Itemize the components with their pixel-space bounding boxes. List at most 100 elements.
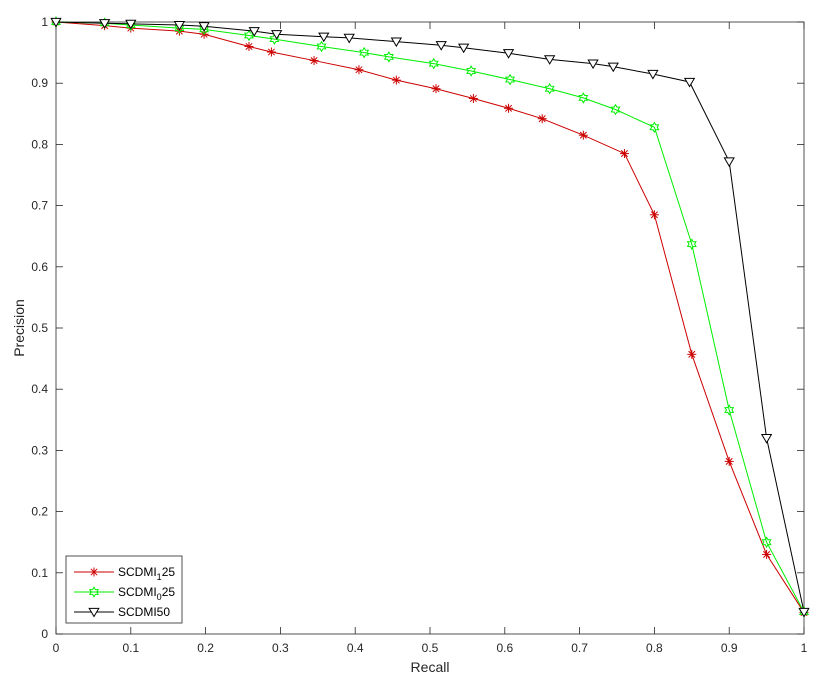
hexagram-marker [686,238,697,250]
asterisk-marker [649,210,659,220]
x-tick-label: 0.2 [197,641,214,655]
asterisk-marker [354,65,364,75]
legend-label-main: SCDMI50 [118,605,170,619]
hexagram-marker [466,65,477,77]
x-tick-label: 0.8 [646,641,663,655]
hexagram-marker [505,73,516,86]
y-tick-label: 0.8 [31,137,48,151]
legend-label: SCDMI50 [118,605,170,619]
legend-entry: SCDMI50 [74,605,170,619]
asterisk-marker [537,114,547,124]
x-tick-label: 0.5 [422,641,439,655]
hexagram-marker [269,33,280,45]
hexagram-marker [88,586,100,598]
asterisk-marker [244,41,254,51]
x-tick-label: 0.3 [272,641,289,655]
x-tick-label: 0.1 [122,641,139,655]
hexagram-marker [383,51,394,63]
y-tick-label: 0.1 [31,566,48,580]
hexagram-marker [544,82,555,95]
legend-label-main: SCDMI [118,565,157,579]
y-axis-label: Precision [11,299,27,357]
legend-label-main: SCDMI [118,585,157,599]
triangle-down-marker [435,41,447,51]
hexagram-marker [610,103,621,116]
asterisk-marker [391,75,401,85]
asterisk-marker [504,103,514,113]
y-tick-label: 0 [41,627,48,641]
asterisk-marker [174,26,184,36]
y-tick-label: 0.4 [31,382,48,396]
axis-ticks: 0 0.1 0.2 0.3 0.4 0.5 0.6 0.7 0.8 0.9 1 0 0.1 0.2 0.3 0… [31,15,807,655]
asterisk-marker [687,349,697,359]
triangle-down-marker [587,59,599,70]
legend-label-subscript: 0 [157,592,162,602]
x-tick-label: 0.4 [347,641,364,655]
y-tick-label: 0.7 [31,199,48,213]
triangle-down-marker [198,22,210,32]
asterisk-marker [762,549,772,559]
triangle-down-marker [760,434,773,444]
triangle-down-marker [173,20,186,31]
asterisk-marker [309,56,319,66]
asterisk-marker [619,149,629,159]
triangle-down-marker [390,37,403,48]
triangle-down-marker [125,19,137,30]
asterisk-marker [724,456,734,466]
series-1 [51,17,809,618]
asterisk-marker [89,567,99,577]
y-tick-label: 0.5 [31,321,48,335]
series-3 [50,17,810,618]
y-tick-label: 0.9 [31,76,48,90]
y-tick-label: 1 [41,15,48,29]
y-tick-label: 0.6 [31,260,48,274]
legend-label-tail: 25 [162,585,176,599]
triangle-down-marker [683,77,696,88]
legend-label: SCDMI025 [118,585,175,602]
asterisk-marker [431,84,441,94]
legend-label-subscript: 1 [157,572,162,582]
triangle-down-marker [798,607,810,618]
hexagram-marker [359,46,370,59]
asterisk-marker [468,94,478,103]
legend-label-tail: 25 [162,565,176,579]
hexagram-marker [724,404,735,416]
hexagram-marker [316,40,327,53]
hexagram-marker [578,92,589,104]
triangle-down-marker [98,19,111,29]
y-tick-label: 0.3 [31,443,48,457]
triangle-down-marker [318,32,330,43]
hexagram-marker [649,121,660,134]
legend-label: SCDMI125 [118,565,175,582]
x-tick-label: 0 [53,641,60,655]
x-axis-label: Recall [411,659,450,675]
series-2 [50,16,810,618]
asterisk-marker [266,47,276,57]
asterisk-marker [578,130,588,140]
x-tick-label: 0.7 [571,641,588,655]
triangle-down-marker [647,69,659,80]
y-tick-label: 0.2 [31,505,48,519]
x-tick-label: 1 [801,641,808,655]
x-tick-label: 0.6 [496,641,513,655]
triangle-down-marker [50,17,62,28]
triangle-down-marker [343,33,355,44]
hexagram-marker [761,536,772,548]
triangle-down-marker [270,30,283,40]
legend-entry: SCDMI125 [74,565,175,582]
triangle-down-marker [457,43,470,54]
triangle-down-marker [544,55,556,65]
series-layer [50,16,810,618]
hexagram-marker [125,19,136,31]
triangle-down-marker [502,49,515,59]
series-line [55,21,805,613]
x-tick-label: 0.9 [721,641,738,655]
legend-entry: SCDMI025 [74,585,175,602]
triangle-down-marker [88,607,100,618]
plot-area [55,21,805,635]
hexagram-marker [428,57,439,70]
triangle-down-marker [723,157,735,168]
triangle-down-marker [248,27,260,37]
